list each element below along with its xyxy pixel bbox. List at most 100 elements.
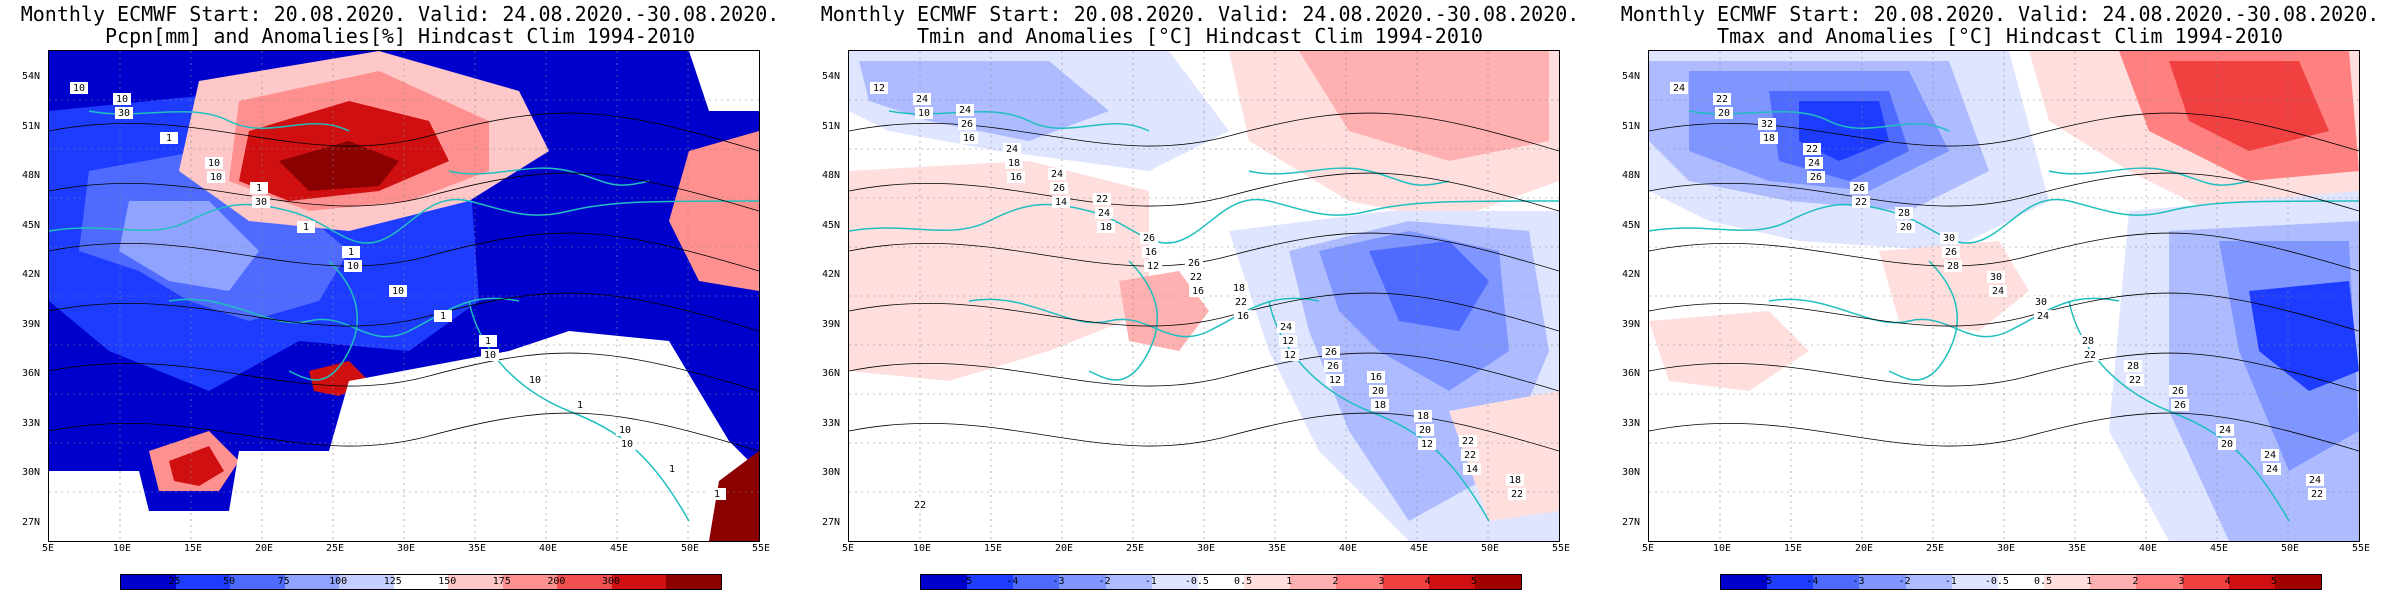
contour-label: 28 bbox=[1947, 261, 1959, 272]
contour-label-bg bbox=[1279, 335, 1297, 347]
contour-label: 20 bbox=[1372, 386, 1384, 397]
contour-label: 30 bbox=[2035, 297, 2047, 308]
colorbar-cell bbox=[1997, 575, 2045, 589]
contour-label-bg bbox=[160, 132, 178, 144]
colorbar-cell bbox=[284, 575, 340, 589]
contour-label: 10 bbox=[529, 375, 541, 386]
contour-label: 16 bbox=[1010, 172, 1022, 183]
contour-label-bg bbox=[1185, 257, 1203, 269]
contour-label: 28 bbox=[2082, 336, 2094, 347]
lat-tick-label: 42N bbox=[822, 269, 841, 280]
colorbar-label: 75 bbox=[277, 576, 290, 587]
lon-tick-label: 15E bbox=[984, 543, 1003, 554]
lon-tick-label: 55E bbox=[752, 543, 771, 554]
contour-label-bg bbox=[1940, 232, 1958, 244]
lon-tick-label: 35E bbox=[468, 543, 487, 554]
contour-label: 10 bbox=[621, 439, 633, 450]
contour-label-bg bbox=[1463, 463, 1481, 475]
colorbar-cell bbox=[611, 575, 667, 589]
colorbar-cell bbox=[230, 575, 285, 589]
contour-label-bg bbox=[1459, 435, 1477, 447]
anomaly-region bbox=[689, 51, 759, 111]
contour-label-bg bbox=[958, 118, 976, 130]
lat-tick-label: 54N bbox=[822, 71, 841, 82]
contour-label-bg bbox=[1093, 193, 1111, 205]
contour-label: 24 bbox=[1006, 144, 1018, 155]
lat-tick-label: 45N bbox=[822, 219, 841, 231]
contour-label: 24 bbox=[916, 94, 928, 105]
contour-label: 22 bbox=[1716, 94, 1728, 105]
coastline bbox=[2048, 167, 2250, 186]
contour-label-bg bbox=[1805, 157, 1823, 169]
contour-label: 20 bbox=[1419, 425, 1431, 436]
lon-tick-label: 5E bbox=[42, 543, 55, 554]
contour-label-bg bbox=[1897, 221, 1915, 233]
contour-label-bg bbox=[1007, 171, 1025, 183]
contour-label: 16 bbox=[1192, 286, 1204, 297]
colorbar-cell bbox=[2182, 575, 2229, 589]
contour-line bbox=[1649, 412, 2359, 452]
contour-label: 16 bbox=[963, 133, 975, 144]
lat-tick-label: 27N bbox=[822, 516, 841, 528]
lat-tick-label: 39N bbox=[822, 318, 841, 330]
contour-label: 1 bbox=[166, 133, 172, 144]
colorbar-label: 3 bbox=[2178, 576, 2185, 587]
contour-label-bg bbox=[434, 310, 452, 322]
colorbar-cell bbox=[175, 575, 231, 589]
lat-tick-label: 48N bbox=[822, 170, 841, 181]
coastline bbox=[49, 198, 759, 244]
colorbar-label: 5 bbox=[1470, 576, 1477, 587]
contour-label: 26 bbox=[1853, 183, 1865, 194]
contour-label: 1 bbox=[256, 183, 262, 194]
contour-label: 30 bbox=[1990, 272, 2002, 283]
contour-label-bg bbox=[2032, 296, 2050, 308]
contour-label-bg bbox=[708, 488, 726, 500]
colorbar-cell bbox=[1859, 575, 1906, 589]
colorbar-label: 175 bbox=[492, 576, 511, 587]
colorbar bbox=[120, 574, 722, 590]
lon-tick-label: 45E bbox=[2210, 543, 2229, 554]
contour-label: 12 bbox=[1329, 375, 1341, 386]
contour-label-bg bbox=[1052, 196, 1070, 208]
lon-tick-label: 55E bbox=[2352, 543, 2371, 554]
colorbar-label: 4 bbox=[1424, 576, 1431, 587]
lat-tick-label: 39N bbox=[1622, 318, 1641, 330]
contour-label: 22 bbox=[914, 500, 926, 511]
lat-tick-label: 45N bbox=[1622, 219, 1641, 231]
contour-label-bg bbox=[297, 221, 315, 233]
contour-label: 18 bbox=[1100, 222, 1112, 233]
contour-label: 30 bbox=[1943, 233, 1955, 244]
contour-label: 16 bbox=[1145, 247, 1157, 258]
contour-label: 22 bbox=[1190, 272, 1202, 283]
lat-tick-label: 51N bbox=[822, 120, 841, 132]
map-area: 24 26 28 22 20 20 22 24 22 24 18 20 24 26 22 24 26 28 24 22… bbox=[1648, 50, 2360, 542]
contour-line bbox=[849, 352, 1559, 392]
contour-label: 22 bbox=[1511, 489, 1523, 500]
colorbar-cell bbox=[1428, 575, 1475, 589]
anomaly-region bbox=[1119, 271, 1209, 351]
contour-label-bg bbox=[1232, 296, 1250, 308]
coastline bbox=[448, 167, 650, 186]
lat-tick-label: 39N bbox=[22, 318, 41, 330]
colorbar-cell bbox=[1151, 575, 1198, 589]
contour-label-bg bbox=[1987, 271, 2005, 283]
lon-tick-label: 55E bbox=[1552, 543, 1571, 554]
lon-tick-label: 10E bbox=[113, 543, 132, 554]
lon-tick-label: 5E bbox=[842, 543, 855, 554]
contour-label-bg bbox=[1050, 182, 1068, 194]
contour-label: 32 bbox=[1761, 119, 1773, 130]
contour-label-bg bbox=[1326, 374, 1344, 386]
contour-label-bg bbox=[1713, 93, 1731, 105]
colorbar-label: -5 bbox=[1760, 576, 1773, 587]
colorbar-cell bbox=[1951, 575, 1998, 589]
contour-label-bg bbox=[1144, 260, 1162, 272]
contour-line bbox=[49, 232, 759, 272]
contour-label: 18 bbox=[1509, 475, 1521, 486]
lon-tick-label: 5E bbox=[1642, 543, 1655, 554]
colorbar-cell bbox=[1382, 575, 1429, 589]
contour-label: 28 bbox=[2127, 361, 2139, 372]
contour-line bbox=[849, 172, 1559, 212]
contour-label: 12 bbox=[1284, 350, 1296, 361]
map-panel-pcpn: Monthly ECMWF Start: 20.08.2020. Valid: … bbox=[0, 0, 800, 600]
lon-tick-label: 50E bbox=[1481, 543, 1500, 554]
